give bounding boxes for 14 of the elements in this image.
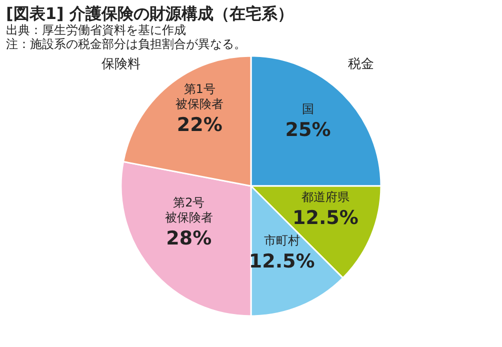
- slice-label: 市町村: [264, 233, 300, 248]
- slice-label: 都道府県: [301, 190, 350, 204]
- chart-subtitle: 出典：厚生労働省資料を基に作成: [6, 23, 186, 37]
- data-label: 22%: [176, 114, 222, 136]
- slice-label: 国: [302, 102, 314, 116]
- data-label: 12.5%: [292, 206, 358, 229]
- chart-title: [図表1] 介護保険の財源構成（在宅系）: [6, 4, 294, 23]
- data-label: 28%: [166, 227, 212, 250]
- slice-label: 第2号被保険者: [164, 195, 213, 224]
- data-label: 25%: [285, 119, 331, 142]
- text: 税金: [348, 57, 374, 72]
- text: 注：施設系の税金部分は負担割合が異なる。: [6, 37, 246, 51]
- text: 保険料: [102, 57, 140, 72]
- slice-label: 第1号被保険者: [176, 82, 224, 111]
